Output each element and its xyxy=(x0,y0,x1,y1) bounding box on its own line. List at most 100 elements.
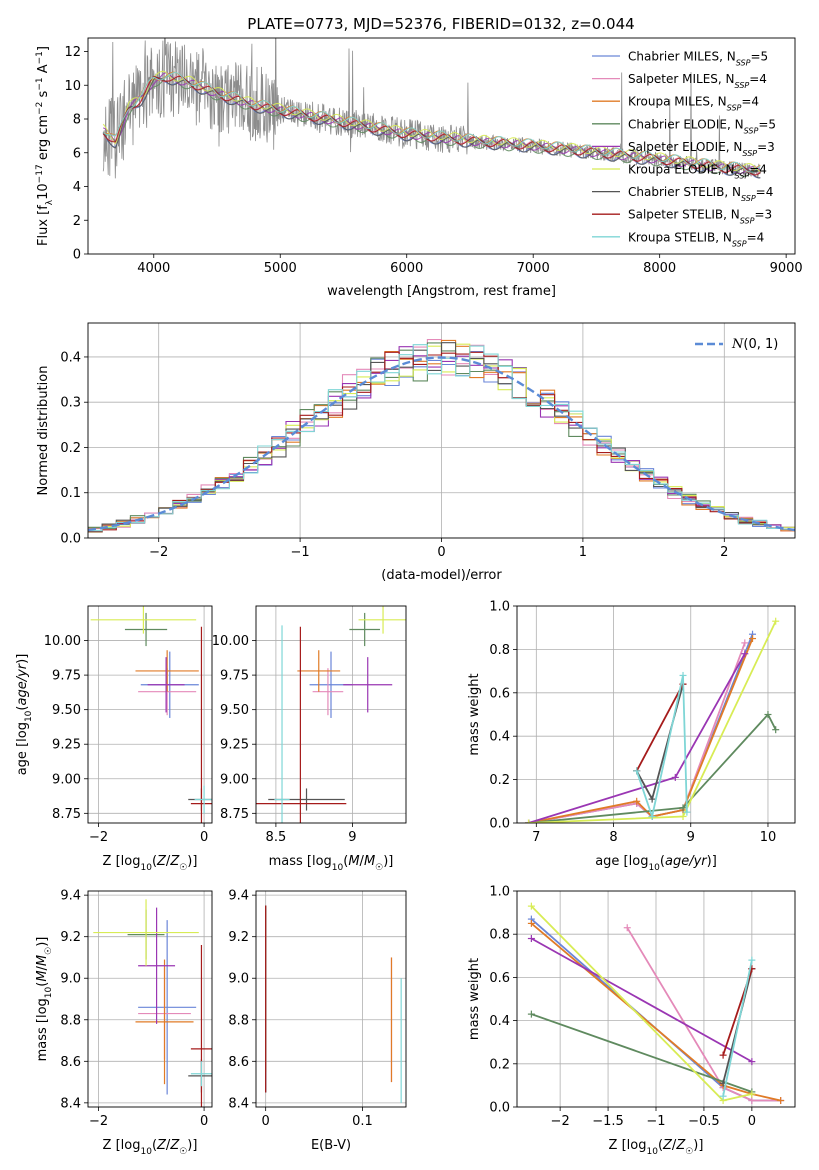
x-axis-label-part: Z xyxy=(156,1138,167,1153)
legend-label-part: =3 xyxy=(757,140,775,154)
y-tick-label: 8.75 xyxy=(220,807,249,822)
x-axis-label-part: )] xyxy=(187,1138,197,1153)
x-tick-label: 8 xyxy=(609,830,617,845)
y-tick-label: 12 xyxy=(64,45,81,60)
plot-area xyxy=(517,606,795,823)
y-tick-label: 0.2 xyxy=(489,1057,510,1072)
x-axis-label-part: )] xyxy=(707,854,717,869)
series-line xyxy=(722,959,753,1097)
x-tick-label: 0.1 xyxy=(352,1114,373,1129)
legend-label-part: Salpeter ELODIE, N xyxy=(628,140,742,154)
y-axis-label-part: λ xyxy=(45,199,55,205)
legend-label-part: SSP xyxy=(740,216,755,225)
y-tick-label: 9.2 xyxy=(228,930,249,945)
series xyxy=(525,630,757,823)
x-axis-label-part: age [log xyxy=(595,854,648,869)
chart-mass-vs-Z: −2 0 8.4 8.6 8.8 9.0 9.2 9.4 xyxy=(60,889,213,1129)
data-point xyxy=(297,650,341,692)
plot-area xyxy=(88,323,795,538)
axes-frame xyxy=(87,890,213,1108)
x-axis-label-part: / xyxy=(166,1138,171,1153)
data-point xyxy=(349,612,380,647)
x-axis-label-part: )] xyxy=(693,1138,703,1153)
y-axis-label-part: mass weight xyxy=(467,958,482,1040)
x-tick-label: 7 xyxy=(532,830,540,845)
legend-label-part: Chabrier MILES, N xyxy=(628,50,736,64)
x-axis-label-part: )] xyxy=(187,854,197,869)
y-tick-label: 0.2 xyxy=(489,773,510,788)
axes-frame xyxy=(87,605,213,824)
legend-label: Kroupa MILES, NSSP=4 xyxy=(628,95,759,113)
y-tick-label: 0.3 xyxy=(60,396,81,411)
plot-area xyxy=(88,891,212,1107)
y-axis-label-part: −2 xyxy=(35,102,45,115)
y-tick-label: 8.8 xyxy=(228,1013,249,1028)
x-axis-label-part: Z xyxy=(156,854,167,869)
plot-area xyxy=(88,606,212,823)
y-tick-label: 6 xyxy=(73,146,81,161)
legend-label-part: =5 xyxy=(758,117,776,131)
y-axis-label-part: s xyxy=(36,90,51,101)
y-axis-label-part: )] xyxy=(35,937,50,947)
x-axis-label-part: ( xyxy=(660,854,665,869)
y-axis-label: mass weight xyxy=(467,958,482,1040)
legend-label-part: SSP xyxy=(735,81,750,90)
y-tick-label: 8.75 xyxy=(52,807,81,822)
x-tick-label: −1.5 xyxy=(592,1114,624,1129)
data-point xyxy=(312,668,344,716)
x-axis-label: mass [log10(M/M☉)] xyxy=(269,854,394,873)
x-tick-label: −2 xyxy=(89,830,108,845)
x-axis-label-part: 10 xyxy=(140,1147,152,1157)
data-point xyxy=(138,920,197,1095)
x-axis-label-part: / xyxy=(672,1138,677,1153)
x-axis-label-part: ☉ xyxy=(685,1147,693,1157)
model-spectrum xyxy=(102,77,761,179)
legend-label-part: Chabrier ELODIE, N xyxy=(628,117,744,131)
series-line xyxy=(528,633,754,823)
series xyxy=(527,1010,756,1096)
x-axis-label-part: M xyxy=(348,854,359,869)
data-point xyxy=(256,626,347,823)
series xyxy=(719,956,756,1100)
data-point xyxy=(93,899,199,966)
y-tick-label: 9.25 xyxy=(52,738,81,753)
series-line xyxy=(528,642,746,823)
y-axis-label-part: ( xyxy=(35,982,50,987)
x-tick-label: 8000 xyxy=(643,261,676,276)
y-tick-label: 1.0 xyxy=(489,885,510,900)
chart-residuals: −2 −1 0 1 2 0.0 0.1 0.2 0.3 0.4 N(0, 1) xyxy=(60,322,796,560)
x-tick-label: 7000 xyxy=(517,261,550,276)
y-tick-label: 8.6 xyxy=(60,1055,81,1070)
x-axis-label-part: 10 xyxy=(332,863,344,873)
y-axis-label-part: M xyxy=(35,955,50,966)
x-axis-label-part: ☉ xyxy=(179,863,187,873)
legend-label-part: SSP xyxy=(727,103,742,112)
y-tick-label: 0.4 xyxy=(60,350,81,365)
y-tick-label: 8 xyxy=(73,113,81,128)
figure-title: PLATE=0773, MJD=52376, FIBERID=0132, z=0… xyxy=(247,15,634,33)
x-axis-label-part: 10 xyxy=(140,863,152,873)
plot-area xyxy=(256,891,406,1107)
series-line xyxy=(531,1013,753,1093)
y-tick-label: 0.4 xyxy=(489,730,510,745)
legend-label-part: SSP xyxy=(741,194,756,203)
chart-mass-weight-vs-Z: −2 −1.5 −1 −0.5 0 0.0 0.2 0.4 0.6 0.8 1.0 xyxy=(489,885,796,1129)
series-line xyxy=(528,638,754,823)
legend-label: Chabrier MILES, NSSP=5 xyxy=(628,50,768,68)
x-axis-label-part: 10 xyxy=(646,1147,658,1157)
series-line xyxy=(530,937,753,1063)
residual-histogram xyxy=(88,351,795,532)
legend-label-part: SSP xyxy=(736,58,751,67)
plot-area xyxy=(256,606,406,823)
legend-label: Salpeter STELIB, NSSP=3 xyxy=(628,208,772,226)
x-axis-label-part: Z [log xyxy=(103,1138,141,1153)
x-axis-label: Z [log10(Z/Z☉)] xyxy=(103,1138,198,1157)
y-tick-label: 9.75 xyxy=(52,669,81,684)
plot-area xyxy=(517,891,795,1107)
y-tick-label: 9.25 xyxy=(220,738,249,753)
data-point xyxy=(190,626,212,823)
data-point xyxy=(190,1061,212,1087)
legend-label-part: =4 xyxy=(741,95,759,109)
x-axis-label-part: wavelength [Angstrom, rest frame] xyxy=(327,284,556,299)
